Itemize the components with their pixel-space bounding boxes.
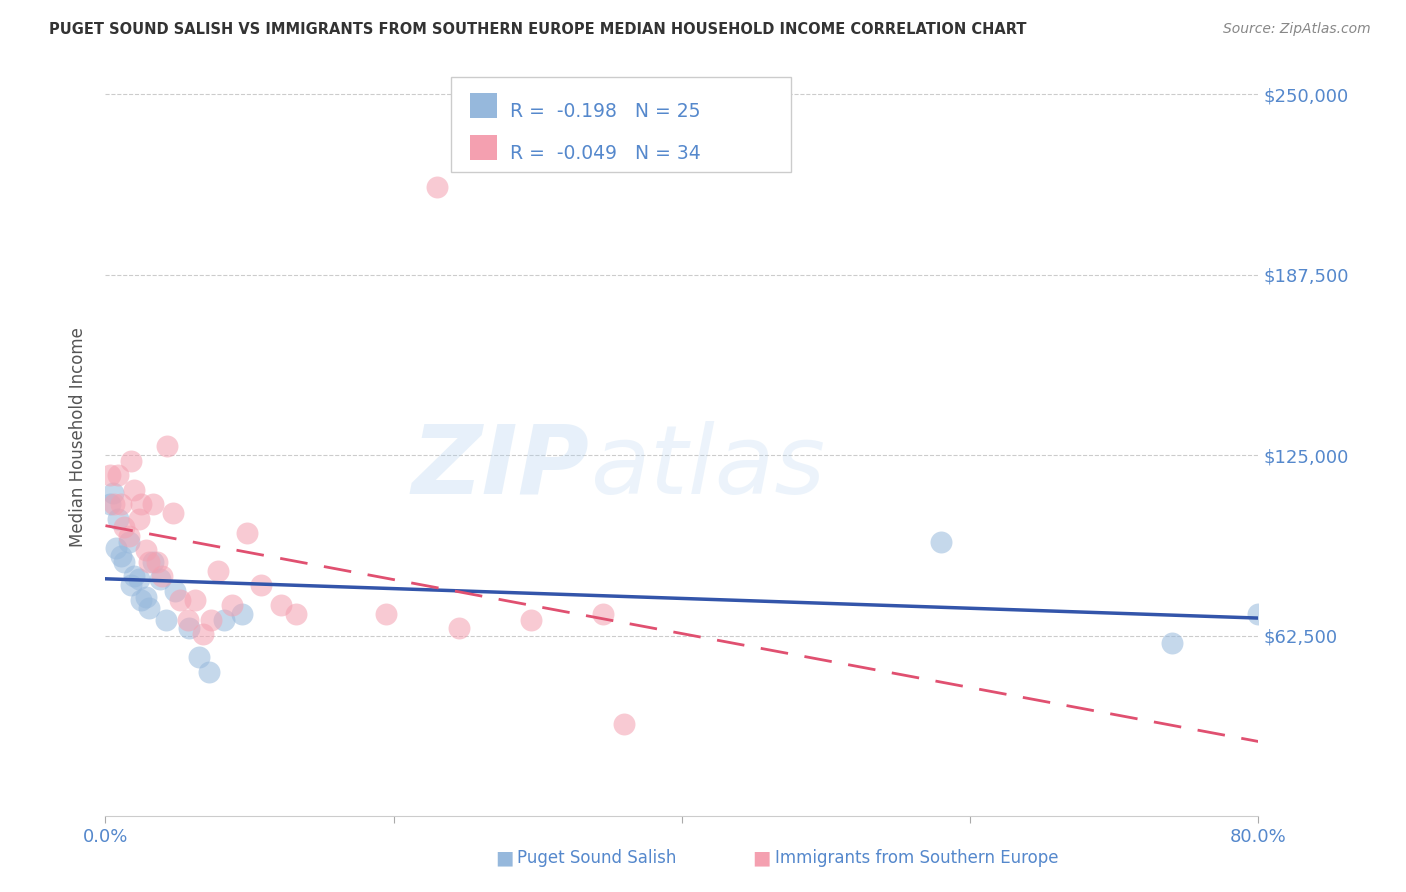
Text: R =  -0.198   N = 25: R = -0.198 N = 25: [510, 102, 700, 120]
Point: [156, 440, 179, 454]
FancyBboxPatch shape: [451, 77, 792, 171]
Point: [193, 627, 215, 641]
Text: ZIP: ZIP: [412, 421, 589, 514]
Point: [1247, 607, 1270, 621]
Point: [142, 497, 165, 511]
Point: [138, 555, 160, 569]
Point: [149, 572, 172, 586]
Point: [107, 511, 129, 525]
Point: [104, 541, 127, 555]
FancyBboxPatch shape: [470, 135, 498, 160]
Point: [103, 497, 125, 511]
Point: [124, 569, 146, 583]
FancyBboxPatch shape: [470, 94, 498, 118]
Point: [98, 497, 121, 511]
Point: [112, 555, 135, 569]
Point: [120, 578, 142, 592]
Point: [98, 468, 121, 483]
Point: [128, 511, 150, 525]
Point: [188, 650, 211, 665]
Point: [198, 665, 221, 679]
Text: Immigrants from Southern Europe: Immigrants from Southern Europe: [775, 849, 1059, 867]
Point: [592, 607, 614, 621]
Text: Puget Sound Salish: Puget Sound Salish: [517, 849, 676, 867]
Point: [131, 592, 153, 607]
Point: [613, 716, 636, 731]
Text: atlas: atlas: [589, 421, 825, 514]
Point: [221, 599, 243, 613]
Point: [375, 607, 398, 621]
Point: [169, 592, 191, 607]
Point: [110, 549, 132, 564]
Point: [155, 613, 177, 627]
Point: [142, 555, 165, 569]
Point: [162, 506, 184, 520]
Point: [447, 622, 470, 636]
Point: [177, 622, 200, 636]
Point: [110, 497, 132, 511]
Point: [200, 613, 222, 627]
Text: Source: ZipAtlas.com: Source: ZipAtlas.com: [1223, 22, 1371, 37]
Point: [184, 592, 207, 607]
Text: PUGET SOUND SALISH VS IMMIGRANTS FROM SOUTHERN EUROPE MEDIAN HOUSEHOLD INCOME CO: PUGET SOUND SALISH VS IMMIGRANTS FROM SO…: [49, 22, 1026, 37]
Point: [117, 529, 139, 543]
Point: [931, 534, 953, 549]
Point: [235, 526, 257, 541]
Point: [120, 454, 142, 468]
Point: [150, 569, 173, 583]
Point: [128, 572, 150, 586]
Point: [101, 485, 124, 500]
Point: [146, 555, 169, 569]
Point: [519, 613, 541, 627]
Point: [284, 607, 307, 621]
Point: [124, 483, 146, 497]
Point: [207, 564, 229, 578]
Text: R =  -0.049   N = 34: R = -0.049 N = 34: [510, 144, 700, 162]
Point: [135, 590, 157, 604]
Point: [131, 497, 153, 511]
Point: [426, 179, 449, 194]
Point: [135, 543, 157, 558]
Point: [107, 468, 129, 483]
Point: [250, 578, 273, 592]
Text: ■: ■: [495, 848, 513, 867]
Point: [231, 607, 253, 621]
Point: [117, 534, 139, 549]
Point: [270, 599, 292, 613]
Point: [176, 613, 198, 627]
Point: [212, 613, 235, 627]
Y-axis label: Median Household Income: Median Household Income: [69, 327, 87, 547]
Point: [1161, 636, 1184, 650]
Point: [138, 601, 160, 615]
Point: [163, 583, 186, 598]
Point: [112, 520, 135, 534]
Text: ■: ■: [752, 848, 770, 867]
